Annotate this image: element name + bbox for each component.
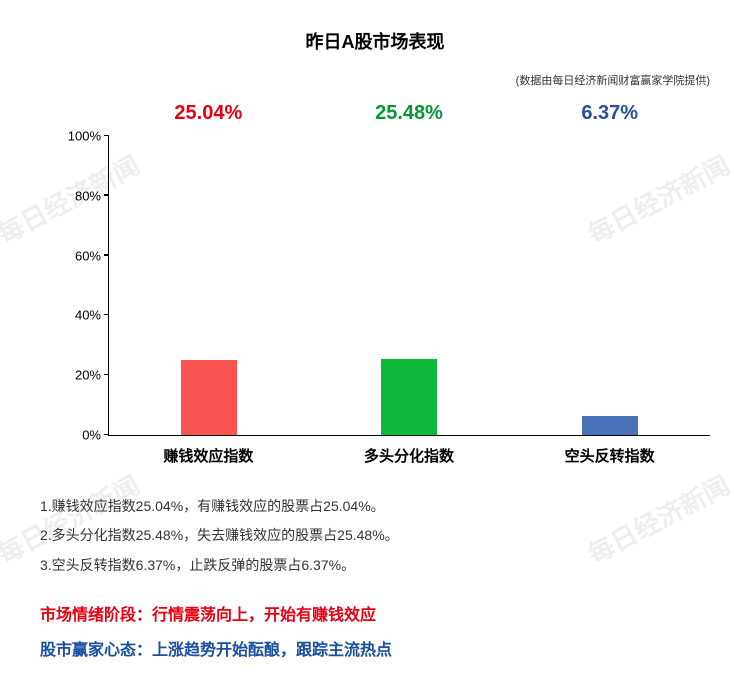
- y-tick-mark: [104, 135, 109, 137]
- bar-value-label: 25.48%: [309, 102, 510, 125]
- sentiment-block: 市场情绪阶段：行情震荡向上，开始有赚钱效应股市赢家心态：上涨趋势开始酝酿，跟踪主…: [40, 598, 710, 668]
- bar: [381, 359, 437, 435]
- y-tick-label: 20%: [61, 368, 101, 383]
- sentiment-line: 股市赢家心态：上涨趋势开始酝酿，跟踪主流热点: [40, 633, 710, 668]
- data-source: (数据由每日经济新闻财富赢家学院提供): [0, 54, 750, 88]
- value-labels-row: 25.04%25.48%6.37%: [108, 102, 710, 125]
- bar-value-label: 25.04%: [108, 102, 309, 125]
- bar-chart: 25.04%25.48%6.37% 0%20%40%60%80%100% 赚钱效…: [60, 106, 710, 466]
- y-tick-label: 80%: [61, 188, 101, 203]
- bar: [582, 416, 638, 435]
- notes-list: 1.赚钱效应指数25.04%，有赚钱效应的股票占25.04%。2.多头分化指数2…: [40, 492, 710, 580]
- bar-slot: [309, 136, 509, 435]
- y-tick-label: 0%: [61, 428, 101, 443]
- bars-container: [109, 136, 710, 435]
- y-tick-mark: [104, 314, 109, 316]
- y-tick-label: 60%: [61, 248, 101, 263]
- y-tick-mark: [104, 254, 109, 256]
- y-tick-label: 100%: [61, 129, 101, 144]
- x-axis-label: 空头反转指数: [509, 445, 710, 466]
- y-tick-label: 40%: [61, 308, 101, 323]
- bar-slot: [510, 136, 710, 435]
- y-tick-mark: [104, 374, 109, 376]
- note-line: 1.赚钱效应指数25.04%，有赚钱效应的股票占25.04%。: [40, 492, 710, 521]
- sentiment-line: 市场情绪阶段：行情震荡向上，开始有赚钱效应: [40, 598, 710, 633]
- chart-title: 昨日A股市场表现: [0, 0, 750, 54]
- note-line: 2.多头分化指数25.48%，失去赚钱效应的股票占25.48%。: [40, 521, 710, 550]
- bar-slot: [109, 136, 309, 435]
- x-axis-labels: 赚钱效应指数多头分化指数空头反转指数: [108, 445, 710, 466]
- note-line: 3.空头反转指数6.37%，止跌反弹的股票占6.37%。: [40, 551, 710, 580]
- y-tick-mark: [104, 194, 109, 196]
- y-tick-mark: [104, 434, 109, 436]
- plot-area: 0%20%40%60%80%100%: [108, 136, 710, 436]
- x-axis-label: 多头分化指数: [309, 445, 510, 466]
- bar: [181, 360, 237, 435]
- bar-value-label: 6.37%: [509, 102, 710, 125]
- x-axis-label: 赚钱效应指数: [108, 445, 309, 466]
